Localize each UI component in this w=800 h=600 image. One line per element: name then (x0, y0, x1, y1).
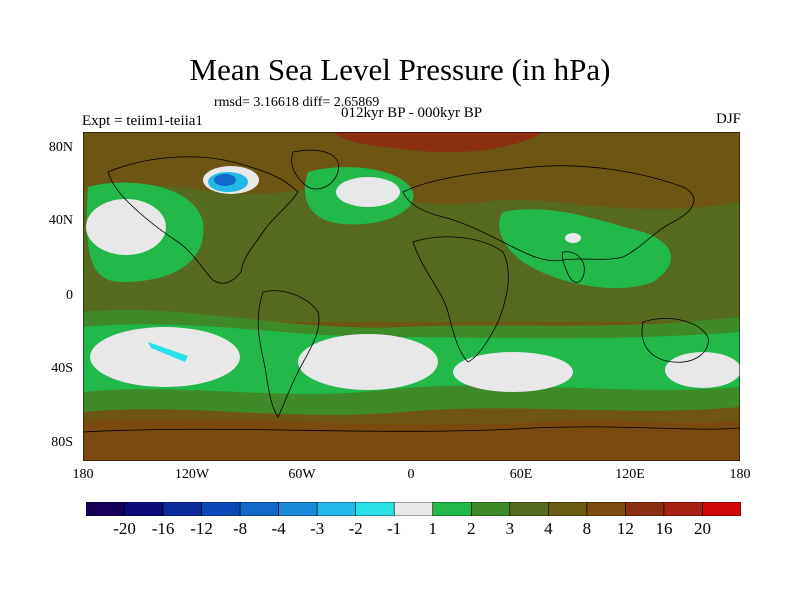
colorbar-label: 3 (505, 519, 515, 538)
lon-tick-label: 120W (174, 467, 210, 482)
lon-tick-label: 60W (288, 467, 316, 482)
colorbar-label: -8 (233, 519, 248, 538)
colorbar-swatch (393, 502, 434, 516)
colorbar-swatch (86, 502, 125, 516)
colorbar-label: -20 (113, 519, 136, 538)
colorbar-label: -16 (151, 519, 175, 538)
colorbar-swatch (509, 502, 549, 516)
lat-tick-label: 40N (48, 213, 73, 228)
experiment-label: Expt = teiim1-teiia1 (82, 113, 203, 129)
colorbar-label: 20 (693, 519, 711, 538)
colorbar-swatch (432, 502, 472, 516)
lon-tick-label: 60E (509, 467, 533, 482)
lat-tick-label: 80N (48, 140, 73, 155)
colorbar-label: 1 (428, 519, 438, 538)
lon-tick-label: 180 (729, 467, 751, 482)
lat-tick-label: 40S (51, 361, 73, 376)
colorbar-swatch (548, 502, 588, 516)
colorbar-swatch (316, 502, 357, 516)
colorbar-label: 16 (655, 519, 673, 538)
lon-tick-label: 180 (72, 467, 94, 482)
colorbar-swatch (162, 502, 202, 516)
lat-tick-label: 80S (51, 435, 73, 450)
colorbar (86, 502, 741, 516)
colorbar-swatch (470, 502, 511, 516)
colorbar-label: -1 (387, 519, 402, 538)
colorbar-label: 12 (616, 519, 634, 538)
colorbar-label: 4 (544, 519, 553, 538)
colorbar-swatch (278, 502, 318, 516)
colorbar-swatch (239, 502, 279, 516)
lat-tick-label: 0 (66, 288, 73, 303)
season-label: DJF (715, 111, 741, 127)
colorbar-swatch (625, 502, 665, 516)
colorbar-label: -2 (348, 519, 363, 538)
colorbar-label: -3 (310, 519, 325, 538)
period-label: 012kyr BP - 000kyr BP (340, 105, 483, 121)
colorbar-swatch (124, 502, 164, 516)
colorbar-swatch (355, 502, 395, 516)
colorbar-swatch (201, 502, 241, 516)
colorbar-swatch (663, 502, 703, 516)
colorbar-swatch (702, 502, 741, 516)
colorbar-swatch (586, 502, 626, 516)
stats-label: rmsd= 3.16618 diff= 2.65869 (214, 95, 380, 110)
lon-tick-label: 0 (407, 467, 415, 482)
pressure-map (83, 132, 740, 461)
lon-tick-label: 120E (615, 467, 645, 482)
colorbar-label: 2 (467, 519, 476, 538)
colorbar-label: -12 (190, 519, 213, 538)
colorbar-label: -4 (271, 519, 286, 538)
colorbar-label: 8 (582, 519, 592, 538)
map-title: Mean Sea Level Pressure (in hPa) (189, 52, 611, 87)
